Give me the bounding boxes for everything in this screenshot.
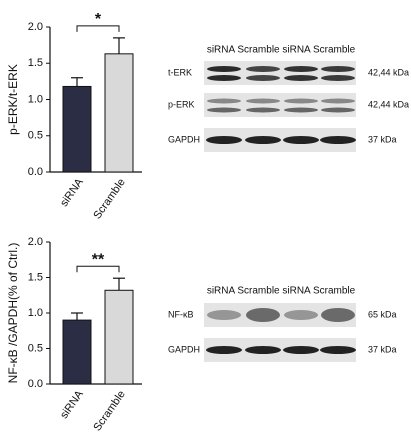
blot-header: siRNA Scramble siRNA Scramble — [207, 45, 356, 56]
blot-band — [246, 107, 280, 113]
y-tick-label: 1.0 — [28, 307, 43, 319]
blot-band — [246, 308, 280, 322]
blot-band — [283, 136, 319, 144]
y-tick-label: 0.5 — [28, 130, 43, 142]
blot-band — [321, 66, 355, 72]
blot-row-label: NF-κB — [168, 309, 194, 319]
blot-band — [320, 136, 356, 144]
blot-size-label: 37 kDa — [368, 344, 397, 354]
blot-band — [207, 310, 241, 320]
blot-band — [206, 136, 242, 144]
y-tick-label: 0.0 — [28, 378, 43, 390]
blot-band — [207, 107, 241, 113]
y-axis-label: p-ERK/t-ERK — [6, 64, 20, 135]
blot-band — [245, 346, 281, 354]
blot-band — [321, 308, 355, 322]
blot-band — [320, 346, 356, 354]
blot-header: siRNA Scramble siRNA Scramble — [207, 286, 356, 297]
blot-band — [245, 136, 281, 144]
blot-band — [246, 66, 280, 72]
blot-band — [321, 75, 355, 81]
error-bar — [113, 277, 125, 291]
blot-size-label: 37 kDa — [368, 134, 397, 144]
blot-band — [246, 98, 280, 104]
error-bar — [71, 77, 83, 87]
y-tick-label: 0.5 — [28, 342, 43, 354]
blot-row-label: p-ERK — [168, 99, 195, 109]
error-bar — [113, 37, 125, 54]
blot-band — [207, 98, 241, 104]
blot-band — [321, 107, 355, 113]
significance-bracket — [76, 25, 120, 32]
blot-band — [207, 66, 241, 72]
x-tick-label: siRNA — [58, 388, 86, 421]
blot-band — [284, 75, 318, 81]
bar — [104, 289, 134, 385]
x-tick-label: Scramble — [91, 389, 127, 434]
error-bar — [71, 312, 83, 321]
blot-band — [283, 346, 319, 354]
blot-row-label: GAPDH — [168, 134, 200, 144]
blot-band — [246, 75, 280, 81]
blot-size-label: 42,44 kDa — [368, 67, 409, 77]
significance-bracket — [76, 265, 120, 273]
blot-strip — [204, 93, 356, 117]
bar — [62, 319, 92, 385]
y-tick-label: 2.0 — [28, 21, 43, 33]
blot-band — [284, 310, 318, 320]
blot-band — [284, 98, 318, 104]
blot-band — [284, 107, 318, 113]
bar — [62, 85, 92, 173]
blot-band — [207, 75, 241, 81]
y-axis-label: NF-κB /GAPDH(% of Ctrl.) — [6, 243, 20, 384]
x-tick-label: siRNA — [58, 176, 86, 209]
blot-row-label: GAPDH — [168, 344, 200, 354]
significance-label: * — [95, 11, 102, 28]
y-tick-label: 2.0 — [28, 236, 43, 248]
significance-label: ** — [92, 251, 105, 268]
y-tick-label: 0.0 — [28, 166, 43, 178]
y-tick-label: 1.0 — [28, 93, 43, 105]
blot-row-label: t-ERK — [168, 67, 192, 77]
blot-band — [321, 98, 355, 104]
blot-size-label: 65 kDa — [368, 309, 397, 319]
y-tick-label: 1.5 — [28, 57, 43, 69]
bar — [104, 53, 134, 173]
x-tick-label: Scramble — [91, 177, 127, 222]
y-tick-label: 1.5 — [28, 271, 43, 283]
blot-strip — [204, 61, 356, 85]
blot-size-label: 42,44 kDa — [368, 99, 409, 109]
blot-band — [206, 346, 242, 354]
blot-band — [284, 66, 318, 72]
